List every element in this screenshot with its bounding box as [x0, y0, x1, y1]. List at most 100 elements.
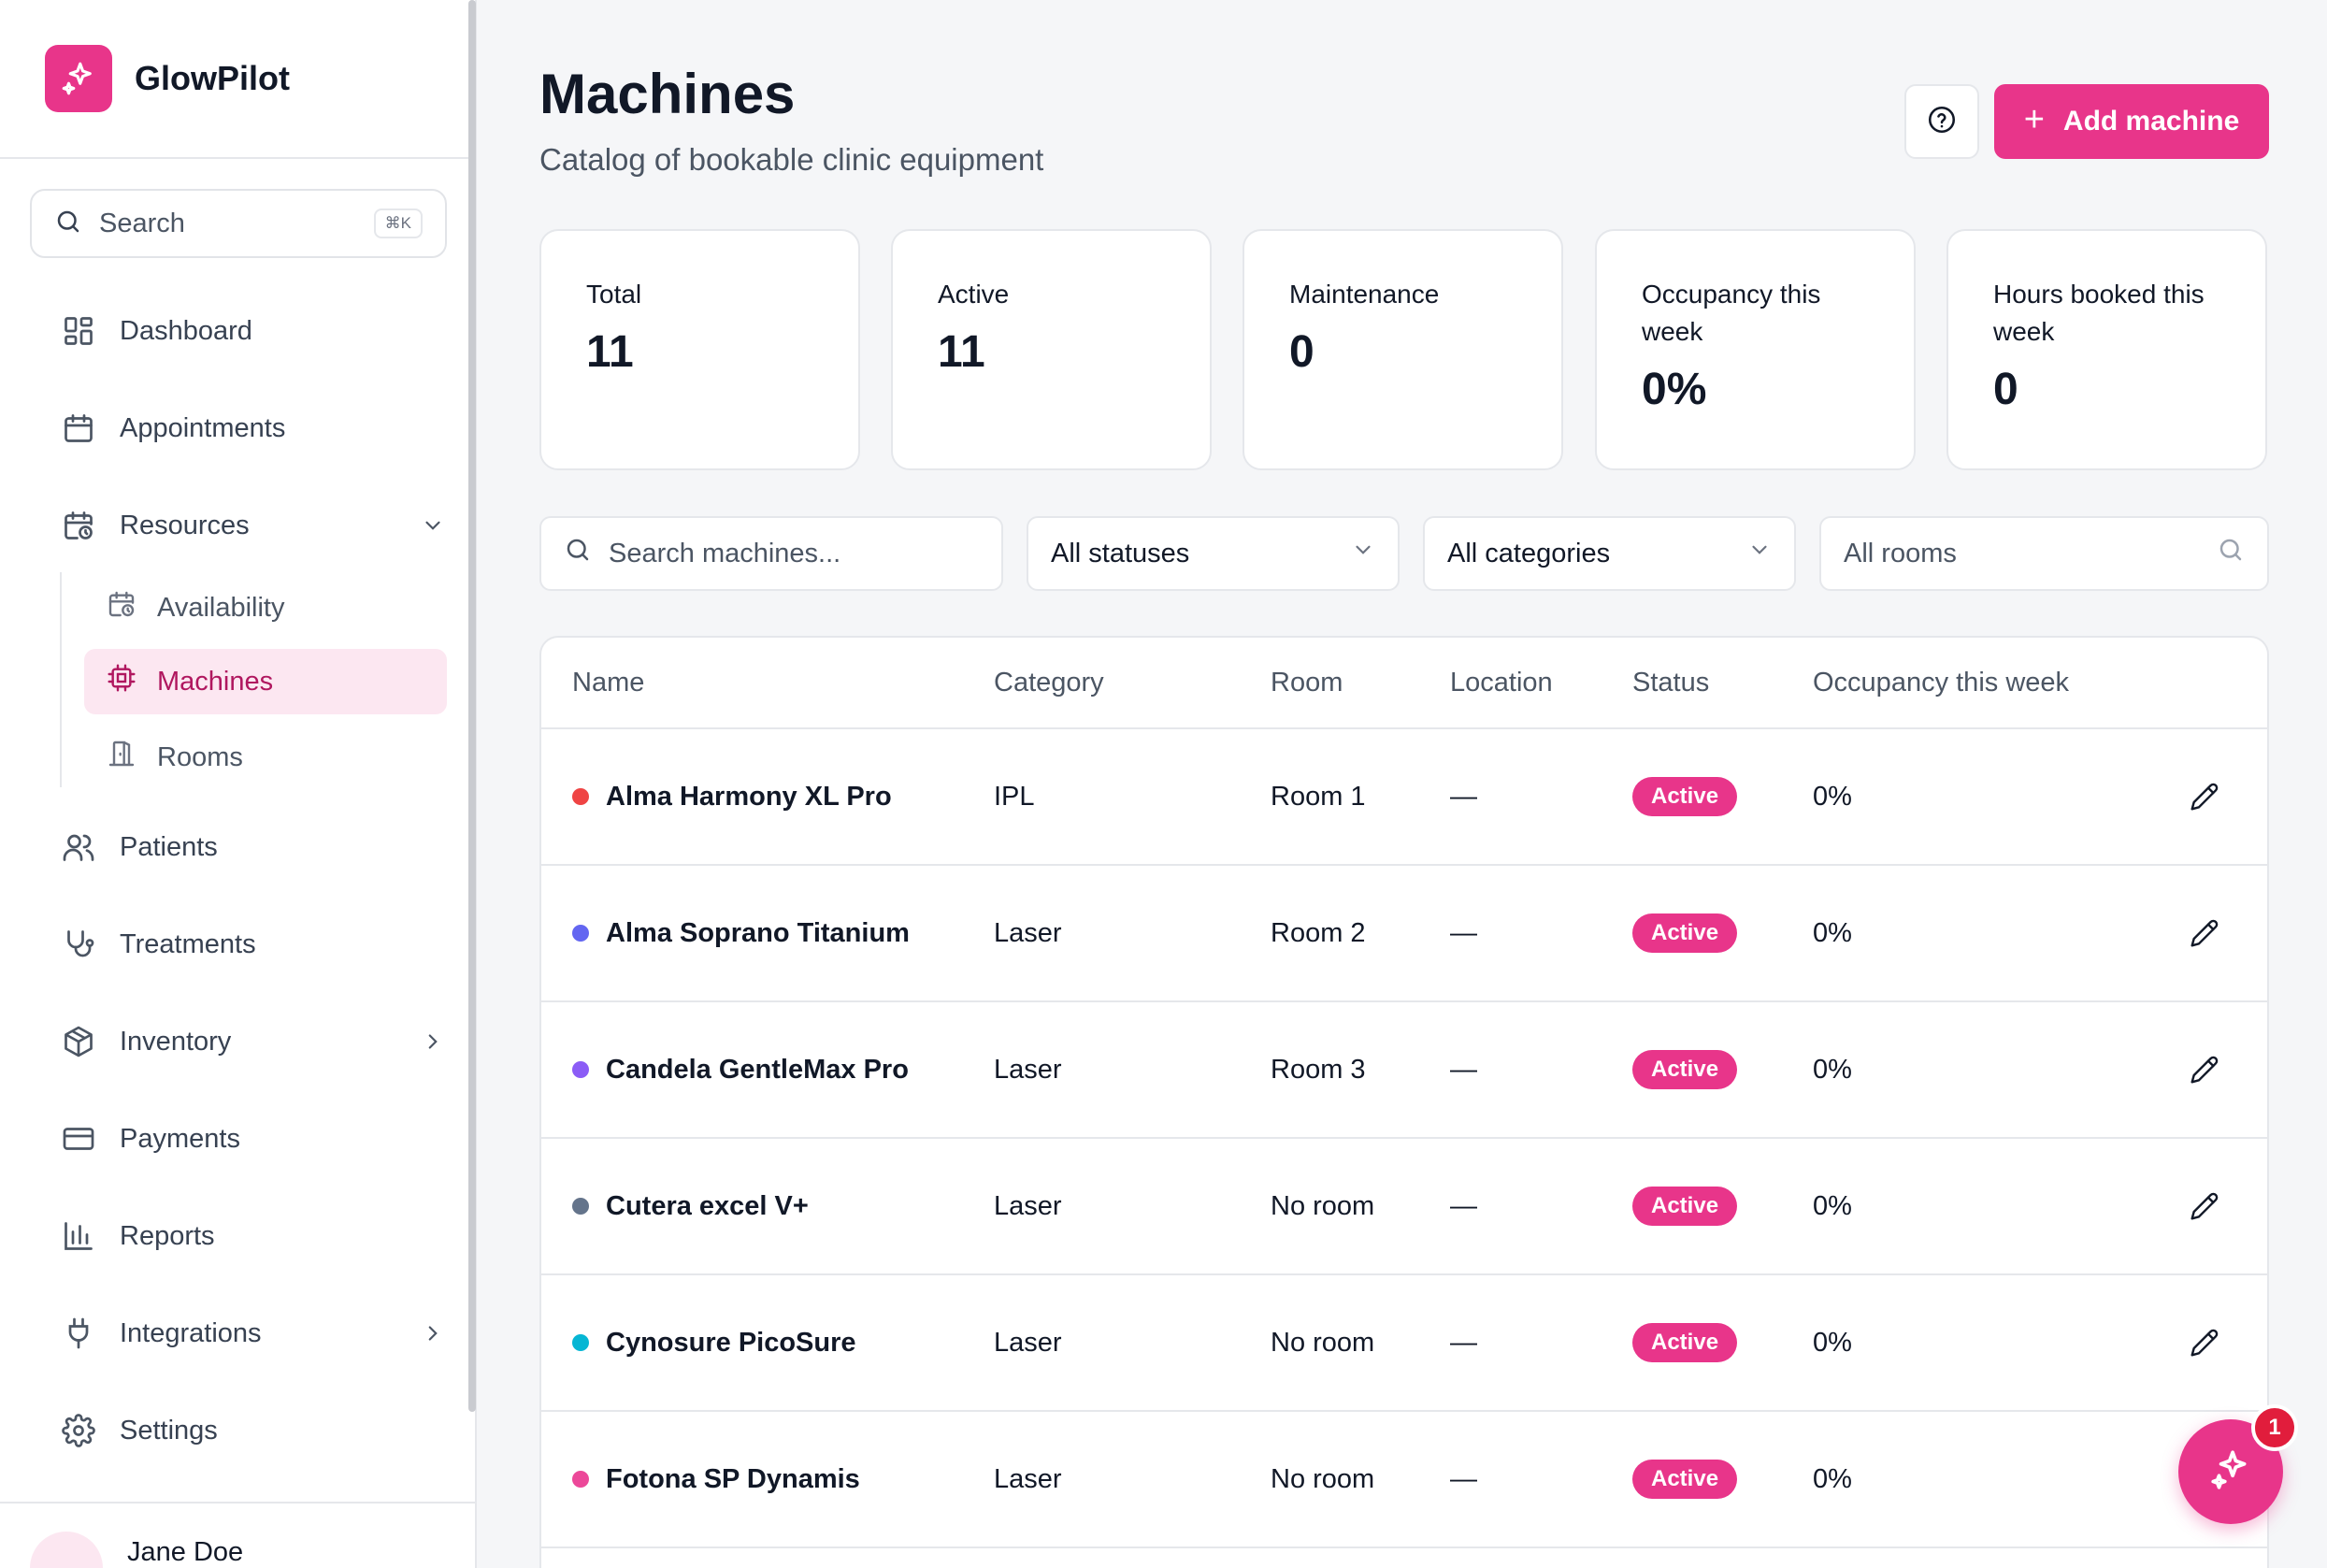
category-select-value: All categories	[1447, 538, 1611, 568]
sidebar-item-appointments[interactable]: Appointments	[60, 405, 285, 452]
sidebar-item-label: Patients	[120, 831, 218, 862]
dashboard-icon	[60, 312, 97, 350]
table-row[interactable]: Alma Harmony XL Pro IPL Room 1 — 0% Active	[541, 729, 2267, 866]
cell-actions	[2184, 1139, 2225, 1273]
sidebar-item-inventory[interactable]: Inventory	[60, 1018, 447, 1065]
user-menu[interactable]: JD Jane Doe	[30, 1532, 243, 1568]
chevron-down-icon	[419, 511, 447, 539]
stat-value: 0	[1289, 327, 1314, 377]
sidebar-item-availability[interactable]: Availability	[84, 575, 447, 640]
category-select[interactable]: All categories	[1423, 516, 1796, 591]
status-badge: Active	[1632, 1460, 1738, 1499]
column-header-category[interactable]: Category	[994, 668, 1104, 698]
stat-card-occupancy: Occupancy this week 0%	[1595, 229, 1916, 470]
status-badge: Active	[1632, 1323, 1738, 1362]
cell-name: Cutera excel V+	[572, 1139, 809, 1273]
pencil-icon[interactable]	[2184, 913, 2225, 954]
machine-name: Candela GentleMax Pro	[606, 1054, 909, 1085]
cell-category: Laser	[994, 1463, 1062, 1494]
column-header-room[interactable]: Room	[1271, 668, 1343, 698]
door-icon	[107, 739, 136, 776]
pencil-icon[interactable]	[2184, 1186, 2225, 1227]
pencil-icon[interactable]	[2184, 776, 2225, 817]
column-header-status[interactable]: Status	[1632, 668, 1710, 698]
plug-icon	[60, 1315, 97, 1352]
user-name: Jane Doe	[127, 1536, 244, 1567]
sidebar-item-label: Reports	[120, 1220, 215, 1251]
cell-category: Laser	[994, 917, 1062, 948]
sidebar-item-machines[interactable]: Machines	[84, 649, 447, 714]
status-badge: Active	[1632, 777, 1738, 816]
notification-badge: 1	[2251, 1404, 2298, 1451]
stat-value: 0	[1993, 365, 2018, 414]
column-header-occupancy[interactable]: Occupancy this week	[1813, 668, 2070, 698]
cell-actions	[2184, 1275, 2225, 1410]
help-button[interactable]	[1904, 84, 1979, 159]
cpu-icon	[107, 663, 136, 700]
machine-search-input[interactable]: Search machines...	[539, 516, 1003, 591]
table-row[interactable]: Cutera excel V+ Laser No room — 0% Active	[541, 1139, 2267, 1275]
sidebar-item-treatments[interactable]: Treatments	[60, 921, 256, 968]
stat-label: Occupancy this week	[1642, 280, 1821, 346]
bar-chart-icon	[60, 1217, 97, 1255]
cell-room: Room 2	[1271, 917, 1366, 948]
add-machine-button[interactable]: + Add machine	[1994, 84, 2269, 159]
status-badge: Active	[1632, 913, 1738, 953]
cell-location: —	[1450, 781, 1477, 812]
gear-icon	[60, 1412, 97, 1449]
cell-actions	[2184, 729, 2225, 864]
sidebar-item-dashboard[interactable]: Dashboard	[60, 308, 252, 354]
stat-label: Hours booked this week	[1993, 280, 2205, 346]
status-select[interactable]: All statuses	[1027, 516, 1400, 591]
column-header-location[interactable]: Location	[1450, 668, 1553, 698]
rooms-combobox[interactable]: All rooms	[1819, 516, 2269, 591]
cell-status: Active	[1632, 1002, 1738, 1137]
cell-name: Candela GentleMax Pro	[572, 1002, 909, 1137]
stat-card-maintenance: Maintenance 0	[1243, 229, 1563, 470]
sidebar-search[interactable]: Search ⌘K	[30, 189, 447, 258]
cell-occupancy: 0%	[1813, 1190, 1852, 1221]
machines-table: Name Category Room Location Status Occup…	[539, 636, 2269, 1568]
cell-status: Active	[1632, 729, 1738, 864]
stat-value: 11	[586, 327, 634, 377]
sidebar-item-rooms[interactable]: Rooms	[84, 725, 447, 790]
sidebar-item-label: Inventory	[120, 1026, 232, 1057]
avatar: JD	[30, 1532, 103, 1568]
help-circle-icon	[1926, 104, 1958, 140]
sidebar-item-settings[interactable]: Settings	[60, 1407, 218, 1454]
rooms-placeholder: All rooms	[1844, 538, 1957, 568]
sidebar-item-payments[interactable]: Payments	[60, 1115, 240, 1162]
calendar-clock-icon	[107, 589, 136, 626]
cell-location: —	[1450, 1327, 1477, 1358]
cell-name: Fotona SP Dynamis	[572, 1412, 860, 1546]
cell-category: Laser	[994, 1327, 1062, 1358]
table-row[interactable]: Fotona SP Dynamis Laser No room — 0% Active	[541, 1412, 2267, 1548]
submenu-guide	[60, 572, 62, 787]
machine-name: Alma Harmony XL Pro	[606, 781, 892, 812]
color-dot	[572, 925, 589, 942]
status-badge: Active	[1632, 1050, 1738, 1089]
cell-category: Laser	[994, 1190, 1062, 1221]
pencil-icon[interactable]	[2184, 1049, 2225, 1090]
sidebar-item-label: Rooms	[157, 741, 243, 772]
sidebar-item-reports[interactable]: Reports	[60, 1213, 215, 1259]
sidebar-search-label: Search	[99, 208, 185, 238]
sidebar-item-resources[interactable]: Resources	[60, 502, 447, 549]
sidebar-scrollbar[interactable]	[468, 0, 476, 1412]
table-row[interactable]: Candela GentleMax Pro Laser Room 3 — 0% Activ…	[541, 1002, 2267, 1139]
sidebar-item-integrations[interactable]: Integrations	[60, 1310, 447, 1357]
package-icon	[60, 1023, 97, 1060]
sidebar-item-patients[interactable]: Patients	[60, 824, 218, 870]
brand[interactable]: GlowPilot	[45, 45, 290, 112]
table-row[interactable]: Alma Soprano Titanium Laser Room 2 — 0% Activ…	[541, 866, 2267, 1002]
cell-room: Room 3	[1271, 1054, 1366, 1085]
machine-name: Fotona SP Dynamis	[606, 1463, 860, 1494]
pencil-icon[interactable]	[2184, 1322, 2225, 1363]
cell-status: Active	[1632, 1139, 1738, 1273]
color-dot	[572, 788, 589, 805]
table-row[interactable]: Cynosure PicoSure Laser No room — 0% Active	[541, 1275, 2267, 1412]
stat-value: 11	[938, 327, 985, 377]
column-header-name[interactable]: Name	[572, 668, 645, 698]
divider	[0, 1502, 475, 1503]
credit-card-icon	[60, 1120, 97, 1158]
